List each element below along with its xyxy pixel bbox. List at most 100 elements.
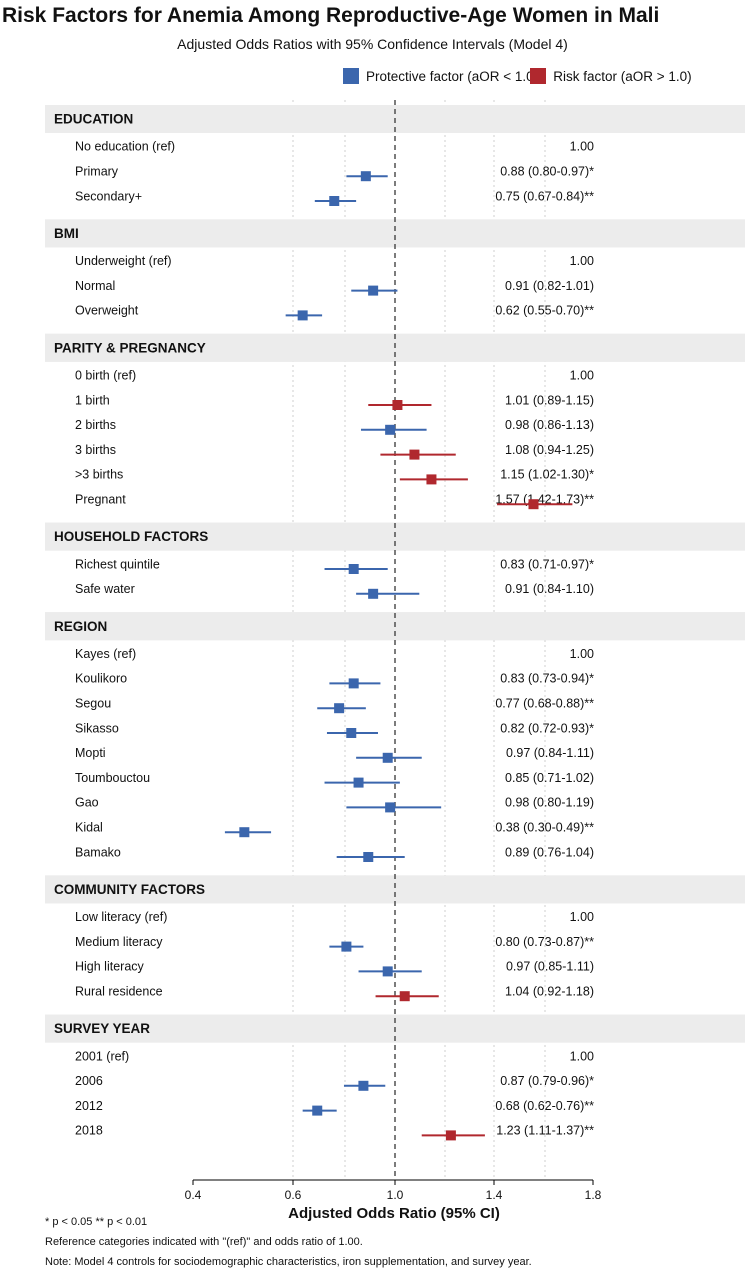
point-estimate: [346, 728, 357, 738]
footnote-significance: * p < 0.05 ** p < 0.01: [45, 1216, 148, 1228]
x-axis-title: Adjusted Odds Ratio (95% CI): [288, 1205, 500, 1222]
row-label: Underweight (ref): [75, 254, 172, 268]
section-header: EDUCATION: [54, 112, 133, 127]
or-value-label: 0.80 (0.73-0.87)**: [495, 935, 594, 949]
row-label: 2001 (ref): [75, 1049, 129, 1063]
row-label: Sikasso: [75, 721, 119, 735]
row-label: Toumbouctou: [75, 771, 150, 785]
point-estimate: [426, 474, 437, 485]
point-estimate: [297, 310, 308, 321]
point-estimate: [353, 777, 364, 788]
x-tick-label: 0.6: [285, 1188, 302, 1202]
x-tick-label: 1.8: [585, 1188, 602, 1202]
point-estimate: [239, 827, 250, 838]
row-label: >3 births: [75, 468, 123, 482]
point-estimate: [358, 1080, 369, 1091]
section-header: HOUSEHOLD FACTORS: [54, 529, 208, 544]
point-estimate: [392, 400, 403, 410]
point-estimate: [399, 991, 410, 1002]
or-value-label: 1.23 (1.11-1.37)**: [496, 1124, 594, 1138]
or-value-label: 0.83 (0.71-0.97)*: [500, 557, 594, 571]
point-estimate: [382, 752, 393, 763]
row-label: Low literacy (ref): [75, 910, 167, 924]
row-label: 2012: [75, 1099, 103, 1113]
or-value-label: 0.98 (0.86-1.13): [505, 418, 594, 432]
point-estimate: [341, 941, 352, 952]
or-value-label: 1.00: [570, 647, 594, 661]
row-label: 2006: [75, 1074, 103, 1088]
point-estimate: [368, 285, 379, 296]
x-tick-label: 0.4: [185, 1188, 202, 1202]
row-label: High literacy: [75, 960, 145, 974]
legend-item-risk: Risk factor (aOR > 1.0): [530, 68, 692, 84]
section-header-band-top: [45, 219, 745, 248]
footnote-model-note: Note: Model 4 controls for sociodemograp…: [45, 1256, 532, 1268]
section-header: SURVEY YEAR: [54, 1021, 150, 1036]
or-value-label: 0.75 (0.67-0.84)**: [495, 189, 594, 203]
row-label: 2018: [75, 1124, 103, 1138]
or-value-label: 0.68 (0.62-0.76)**: [495, 1099, 594, 1113]
row-label: Koulikoro: [75, 672, 127, 686]
row-label: Safe water: [75, 582, 135, 596]
point-estimate: [312, 1105, 323, 1116]
or-value-label: 0.62 (0.55-0.70)**: [495, 304, 594, 318]
or-value-label: 0.97 (0.85-1.11): [506, 960, 594, 974]
point-estimate: [363, 852, 374, 862]
x-tick-label: 1.0: [387, 1188, 404, 1202]
section-header-band-top: [45, 875, 745, 904]
point-estimate: [409, 449, 420, 460]
point-estimate: [329, 196, 340, 206]
point-estimate: [360, 171, 371, 182]
or-value-label: 0.98 (0.80-1.19): [505, 796, 594, 810]
or-value-label: 0.88 (0.80-0.97)*: [500, 164, 594, 178]
row-label: Richest quintile: [75, 557, 160, 571]
x-tick-label: 1.4: [486, 1188, 503, 1202]
row-label: 3 births: [75, 443, 116, 457]
legend-label-protective: Protective factor (aOR < 1.0): [366, 68, 539, 84]
point-estimate: [368, 588, 379, 599]
or-value-label: 1.00: [570, 254, 594, 268]
section-header: REGION: [54, 619, 107, 634]
section-header: PARITY & PREGNANCY: [54, 340, 206, 355]
or-value-label: 1.15 (1.02-1.30)*: [500, 468, 594, 482]
legend-swatch-risk: [530, 68, 547, 84]
row-label: Kidal: [75, 820, 103, 834]
or-value-label: 0.91 (0.82-1.01): [505, 279, 594, 293]
or-value-label: 1.00: [570, 910, 594, 924]
chart-subtitle: Adjusted Odds Ratios with 95% Confidence…: [177, 36, 568, 52]
or-value-label: 0.83 (0.73-0.94)*: [500, 672, 594, 686]
row-label: Medium literacy: [75, 935, 163, 949]
point-estimate: [348, 678, 359, 689]
row-label: Normal: [75, 279, 115, 293]
or-value-label: 0.85 (0.71-1.02): [505, 771, 594, 785]
row-label: Bamako: [75, 845, 121, 859]
point-estimate: [382, 966, 393, 977]
point-estimate: [445, 1130, 456, 1141]
row-label: Secondary+: [75, 189, 142, 203]
footnote-reference: Reference categories indicated with "(re…: [45, 1236, 363, 1248]
or-value-label: 0.82 (0.72-0.93)*: [500, 721, 594, 735]
section-header: COMMUNITY FACTORS: [54, 882, 205, 897]
chart-title: Risk Factors for Anemia Among Reproducti…: [2, 4, 660, 27]
row-label: 0 birth (ref): [75, 368, 136, 382]
point-estimate: [385, 424, 396, 435]
row-label: Kayes (ref): [75, 647, 136, 661]
or-value-label: 0.87 (0.79-0.96)*: [500, 1074, 594, 1088]
or-value-label: 1.08 (0.94-1.25): [505, 443, 594, 457]
row-label: Rural residence: [75, 984, 163, 998]
or-value-label: 1.00: [570, 140, 594, 154]
or-value-label: 0.97 (0.84-1.11): [506, 746, 594, 760]
point-estimate: [348, 564, 359, 574]
legend-label-risk: Risk factor (aOR > 1.0): [553, 68, 692, 84]
point-estimate: [334, 703, 345, 714]
row-label: Mopti: [75, 746, 106, 760]
or-value-label: 1.04 (0.92-1.18): [505, 984, 594, 998]
legend-swatch-protective: [343, 68, 359, 84]
or-value-label: 1.00: [570, 368, 594, 382]
point-estimate: [528, 499, 539, 510]
legend-item-protective: Protective factor (aOR < 1.0): [343, 68, 538, 84]
point-estimate: [385, 802, 396, 813]
or-value-label: 0.38 (0.30-0.49)**: [495, 820, 594, 834]
row-label: Pregnant: [75, 492, 126, 506]
